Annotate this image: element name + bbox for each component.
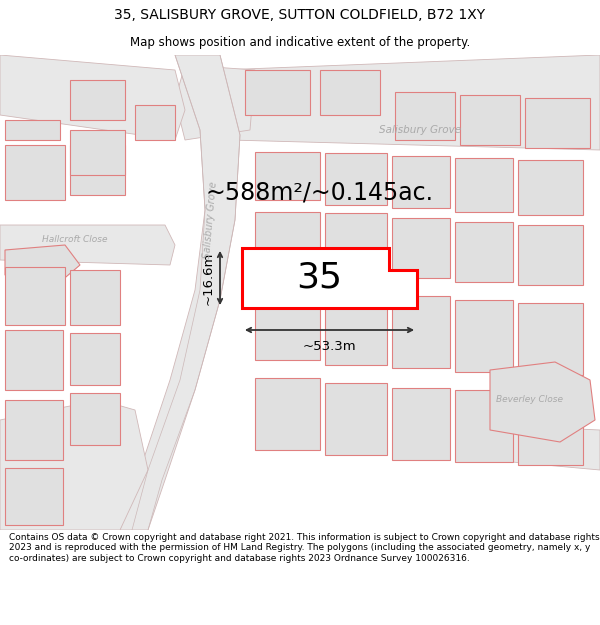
- Bar: [518, 393, 583, 465]
- Bar: [70, 333, 120, 385]
- Bar: [392, 388, 450, 460]
- Bar: [325, 293, 387, 365]
- Bar: [320, 70, 380, 115]
- Bar: [5, 468, 63, 525]
- Bar: [5, 267, 65, 325]
- Bar: [245, 70, 310, 115]
- Polygon shape: [175, 65, 255, 140]
- Bar: [255, 212, 320, 272]
- Bar: [460, 95, 520, 145]
- Bar: [255, 152, 320, 200]
- Text: 35: 35: [296, 261, 343, 295]
- Polygon shape: [120, 55, 240, 530]
- Text: ~53.3m: ~53.3m: [302, 340, 356, 353]
- Bar: [325, 153, 387, 205]
- Bar: [525, 98, 590, 148]
- Bar: [5, 400, 63, 460]
- Bar: [518, 160, 583, 215]
- Bar: [70, 270, 120, 325]
- Bar: [518, 303, 583, 375]
- Text: ~588m²/~0.145ac.: ~588m²/~0.145ac.: [205, 181, 433, 205]
- Bar: [135, 105, 175, 140]
- Text: Contains OS data © Crown copyright and database right 2021. This information is : Contains OS data © Crown copyright and d…: [9, 533, 599, 562]
- Bar: [392, 218, 450, 278]
- Bar: [70, 145, 125, 195]
- Bar: [395, 92, 455, 140]
- Bar: [455, 390, 513, 462]
- Polygon shape: [0, 225, 175, 265]
- Bar: [5, 120, 60, 140]
- Bar: [392, 296, 450, 368]
- Text: Salisbury Grove: Salisbury Grove: [202, 181, 218, 259]
- Bar: [455, 300, 513, 372]
- Bar: [70, 393, 120, 445]
- Polygon shape: [210, 55, 600, 150]
- Bar: [455, 158, 513, 212]
- Bar: [325, 213, 387, 275]
- Bar: [5, 145, 65, 200]
- Bar: [325, 383, 387, 455]
- Bar: [392, 156, 450, 208]
- Text: ~16.6m: ~16.6m: [202, 251, 215, 304]
- Text: Map shows position and indicative extent of the property.: Map shows position and indicative extent…: [130, 36, 470, 49]
- Bar: [455, 222, 513, 282]
- Bar: [5, 330, 63, 390]
- Bar: [255, 378, 320, 450]
- Polygon shape: [490, 425, 600, 470]
- Bar: [70, 80, 125, 120]
- Text: Hallcroft Close: Hallcroft Close: [42, 236, 108, 244]
- Polygon shape: [0, 55, 185, 140]
- Text: 35, SALISBURY GROVE, SUTTON COLDFIELD, B72 1XY: 35, SALISBURY GROVE, SUTTON COLDFIELD, B…: [115, 8, 485, 22]
- Polygon shape: [490, 362, 595, 442]
- Bar: [255, 290, 320, 360]
- Polygon shape: [0, 400, 148, 530]
- Text: Salisbury Grove: Salisbury Grove: [379, 125, 461, 135]
- Polygon shape: [5, 245, 80, 282]
- Bar: [70, 130, 125, 175]
- Polygon shape: [242, 248, 417, 308]
- Bar: [518, 225, 583, 285]
- Text: Beverley Close: Beverley Close: [497, 396, 563, 404]
